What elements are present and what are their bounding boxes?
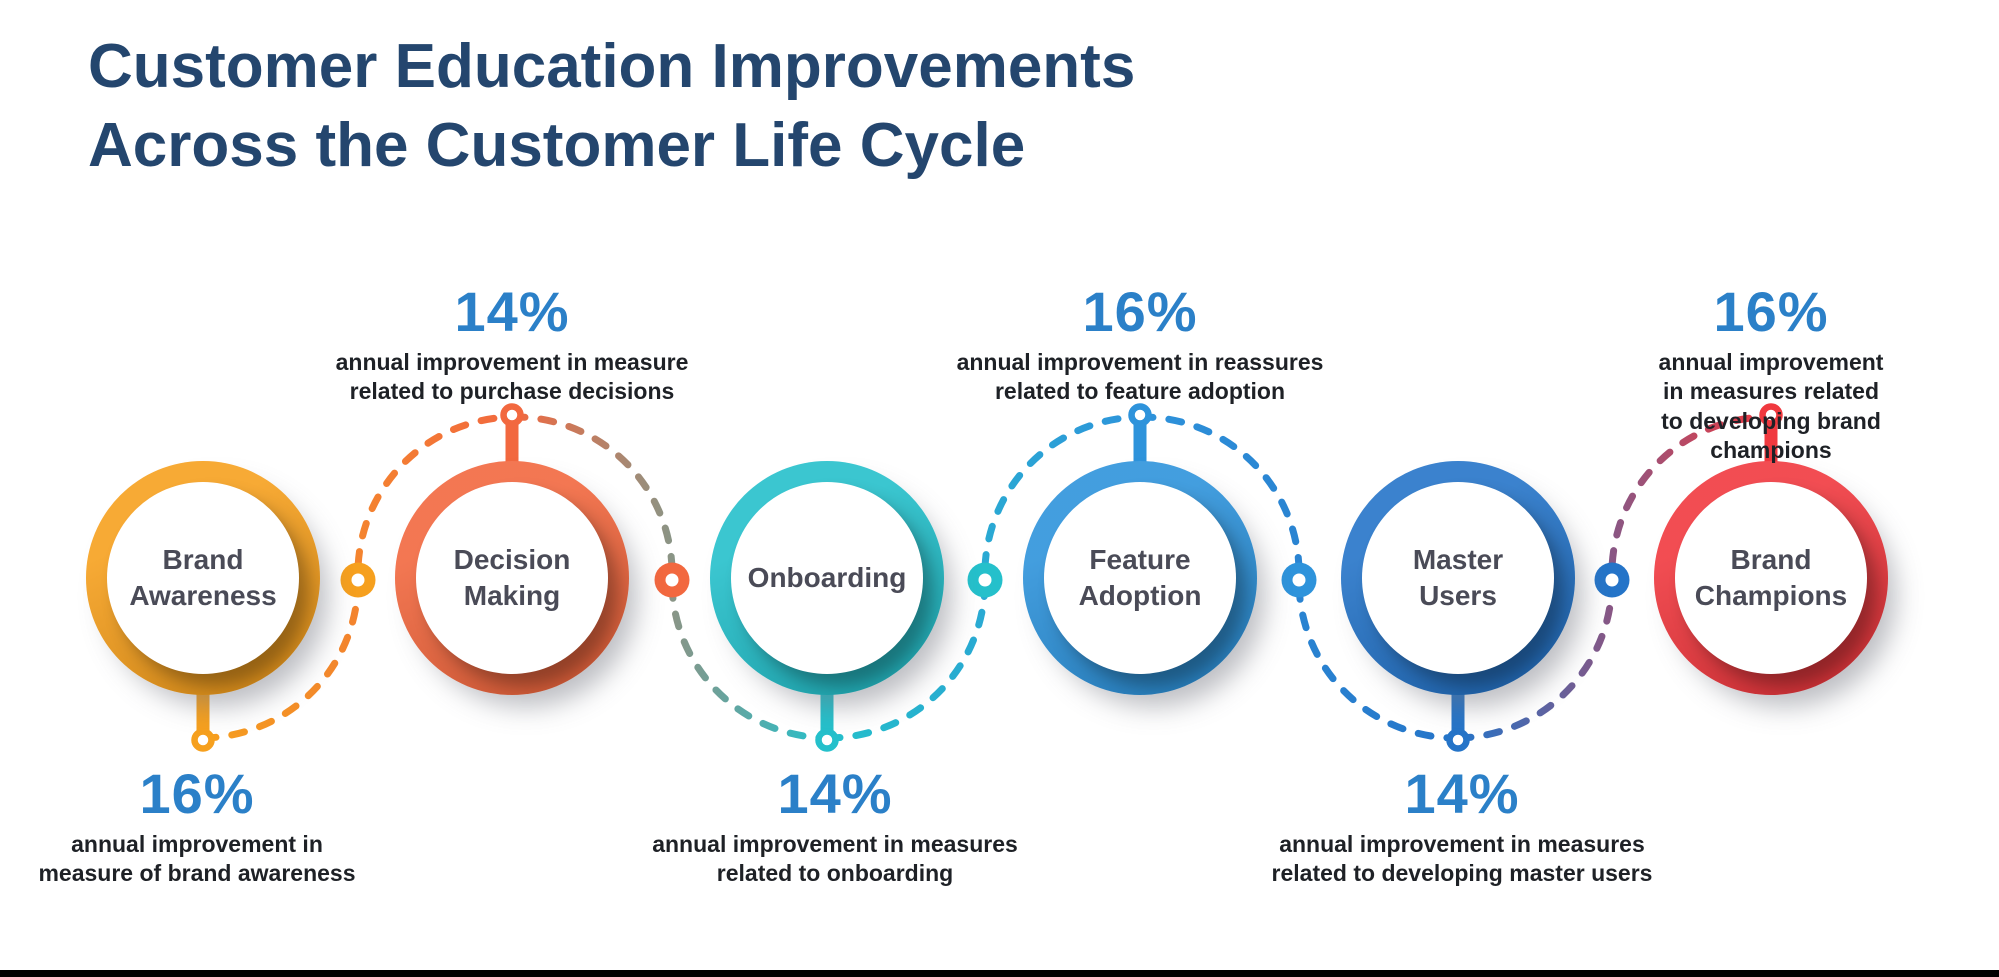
stat-brand-champions: 16% annual improvement in measures relat… [1657,284,1885,466]
dashed-connector-3 [823,413,1144,742]
stage-label-brand-awareness: Brand Awareness [129,543,277,611]
stem-ring-master-users [1446,728,1470,752]
stage-label-brand-champions: Brand Champions [1694,543,1848,611]
connector-dot-4-hole [1292,573,1306,587]
stat-desc-onboarding: annual improvement in measures related t… [652,831,1018,887]
stem-ring-feature-adoption [1128,403,1152,427]
connector-dot-2-hole [665,573,679,587]
stat-desc-brand-awareness: annual improvement in measure of brand a… [38,831,356,887]
stat-feature-adoption: 16% annual improvement in reassures rela… [957,284,1324,407]
stage-circle-decision-making: Decision Making [395,461,629,695]
stage-label-master-users: Master Users [1412,543,1504,611]
bottom-divider-bar [0,970,1999,977]
stage-inner-disc: Master Users [1362,482,1554,674]
stat-desc-decision-making: annual improvement in measure related to… [335,349,689,405]
stage-circle-onboarding: Onboarding [710,461,944,695]
connector-dot-5-hole [1605,573,1619,587]
connector-dot-1-hole [351,573,365,587]
stat-onboarding: 14% annual improvement in measures relat… [652,766,1018,889]
page-title-line-1: Customer Education Improvements [88,32,1136,101]
page-title-line-2: Across the Customer Life Cycle [88,110,1026,180]
stat-value-brand-champions: 16% [1713,280,1829,343]
stem-ring-brand-awareness [191,728,215,752]
connector-dot-3-hole [978,573,992,587]
stage-label-decision-making: Decision Making [453,543,571,611]
stage-inner-disc: Feature Adoption [1044,482,1236,674]
stage-inner-disc: Brand Champions [1675,482,1867,674]
stem-ring-onboarding [815,728,839,752]
stat-decision-making: 14% annual improvement in measure relate… [336,284,689,407]
dashed-connector-2 [508,413,831,742]
stage-circle-feature-adoption: Feature Adoption [1023,461,1257,695]
stat-value-decision-making: 14% [454,280,570,343]
stage-circle-brand-awareness: Brand Awareness [86,461,320,695]
page-title: Customer Education Improvements Across t… [88,28,1135,185]
stage-circle-brand-champions: Brand Champions [1654,461,1888,695]
stat-value-onboarding: 14% [777,762,893,825]
stem-ring-decision-making [500,403,524,427]
stage-label-feature-adoption: Feature Adoption [1078,543,1202,611]
stat-desc-feature-adoption: annual improvement in reassures related … [956,349,1324,405]
stat-desc-master-users: annual improvement in measures related t… [1271,831,1653,887]
stat-value-master-users: 14% [1404,762,1520,825]
stage-inner-disc: Onboarding [731,482,923,674]
stage-circle-master-users: Master Users [1341,461,1575,695]
stat-value-feature-adoption: 16% [1082,280,1198,343]
stage-label-onboarding: Onboarding [747,561,907,593]
stage-inner-disc: Brand Awareness [107,482,299,674]
stage-inner-disc: Decision Making [416,482,608,674]
stat-value-brand-awareness: 16% [139,762,255,825]
stem-ring-brand-champions [1759,403,1783,427]
stat-brand-awareness: 16% annual improvement in measure of bra… [38,766,355,889]
stat-desc-brand-champions: annual improvement in measures related t… [1658,349,1884,464]
stat-master-users: 14% annual improvement in measures relat… [1272,766,1653,889]
